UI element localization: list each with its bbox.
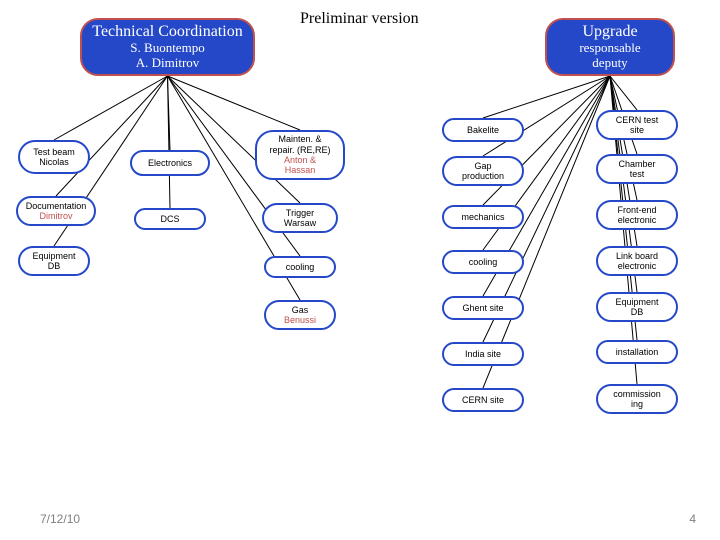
electronics-label-0: Electronics: [148, 158, 192, 168]
testbeam-node: Test beamNicolas: [18, 140, 90, 174]
frontend-node: Front-endelectronic: [596, 200, 678, 230]
india-node: India site: [442, 342, 524, 366]
chamber-node: Chambertest: [596, 154, 678, 184]
commission-node: commissioning: [596, 384, 678, 414]
equipdb1-label-1: DB: [48, 261, 61, 271]
tech-coordination-node: Technical Coordination S. Buontempo A. D…: [80, 18, 255, 76]
cooling1-label-0: cooling: [286, 262, 315, 272]
frontend-label-0: Front-end: [617, 205, 656, 215]
mainten-node: Mainten. &repair. (RE,RE)Anton &Hassan: [255, 130, 345, 180]
footer-date: 7/12/10: [40, 512, 80, 526]
gas-label-1: Benussi: [284, 315, 316, 325]
cerntest-label-0: CERN test: [616, 115, 659, 125]
gas-node: GasBenussi: [264, 300, 336, 330]
mechanics-label-0: mechanics: [461, 212, 504, 222]
doc-label-0: Documentation: [26, 201, 87, 211]
linkboard-node: Link boardelectronic: [596, 246, 678, 276]
upgrade-sub1: responsable: [579, 41, 640, 56]
doc-label-1: Dimitrov: [40, 211, 73, 221]
chamber-label-1: test: [630, 169, 645, 179]
upgrade-title: Upgrade: [582, 23, 637, 41]
testbeam-label-1: Nicolas: [39, 157, 69, 167]
dcs-node: DCS: [134, 208, 206, 230]
mechanics-node: mechanics: [442, 205, 524, 229]
india-label-0: India site: [465, 349, 501, 359]
gapprod-node: Gapproduction: [442, 156, 524, 186]
tech-title: Technical Coordination: [92, 23, 242, 41]
dcs-label-0: DCS: [160, 214, 179, 224]
cernsite-node: CERN site: [442, 388, 524, 412]
equipdb1-label-0: Equipment: [32, 251, 75, 261]
trigger-node: TriggerWarsaw: [262, 203, 338, 233]
equipdb2-label-0: Equipment: [615, 297, 658, 307]
commission-label-1: ing: [631, 399, 643, 409]
chamber-label-0: Chamber: [618, 159, 655, 169]
cerntest-label-1: site: [630, 125, 644, 135]
equipdb1-node: EquipmentDB: [18, 246, 90, 276]
cooling2-node: cooling: [442, 250, 524, 274]
linkboard-label-1: electronic: [618, 261, 657, 271]
commission-label-0: commission: [613, 389, 661, 399]
cerntest-node: CERN testsite: [596, 110, 678, 140]
install-label-0: installation: [616, 347, 659, 357]
equipdb2-label-1: DB: [631, 307, 644, 317]
gas-label-0: Gas: [292, 305, 309, 315]
bakelite-node: Bakelite: [442, 118, 524, 142]
mainten-label-0: Mainten. &: [278, 134, 321, 144]
gapprod-label-0: Gap: [474, 161, 491, 171]
trigger-label-1: Warsaw: [284, 218, 316, 228]
ghent-node: Ghent site: [442, 296, 524, 320]
preliminar-title: Preliminar version: [300, 10, 419, 28]
footer-page: 4: [689, 512, 696, 526]
cernsite-label-0: CERN site: [462, 395, 504, 405]
trigger-label-0: Trigger: [286, 208, 314, 218]
equipdb2-node: EquipmentDB: [596, 292, 678, 322]
cooling2-label-0: cooling: [469, 257, 498, 267]
upgrade-node: Upgrade responsable deputy: [545, 18, 675, 76]
ghent-label-0: Ghent site: [462, 303, 503, 313]
upgrade-sub2: deputy: [592, 56, 627, 71]
bakelite-label-0: Bakelite: [467, 125, 499, 135]
tech-sub1: S. Buontempo: [130, 41, 204, 56]
cooling1-node: cooling: [264, 256, 336, 278]
install-node: installation: [596, 340, 678, 364]
mainten-label-1: repair. (RE,RE): [269, 145, 330, 155]
gapprod-label-1: production: [462, 171, 504, 181]
linkboard-label-0: Link board: [616, 251, 658, 261]
testbeam-label-0: Test beam: [33, 147, 75, 157]
mainten-label-2: Anton &: [284, 155, 316, 165]
frontend-label-1: electronic: [618, 215, 657, 225]
electronics-node: Electronics: [130, 150, 210, 176]
doc-node: DocumentationDimitrov: [16, 196, 96, 226]
tech-sub2: A. Dimitrov: [136, 56, 200, 71]
mainten-label-3: Hassan: [285, 165, 316, 175]
